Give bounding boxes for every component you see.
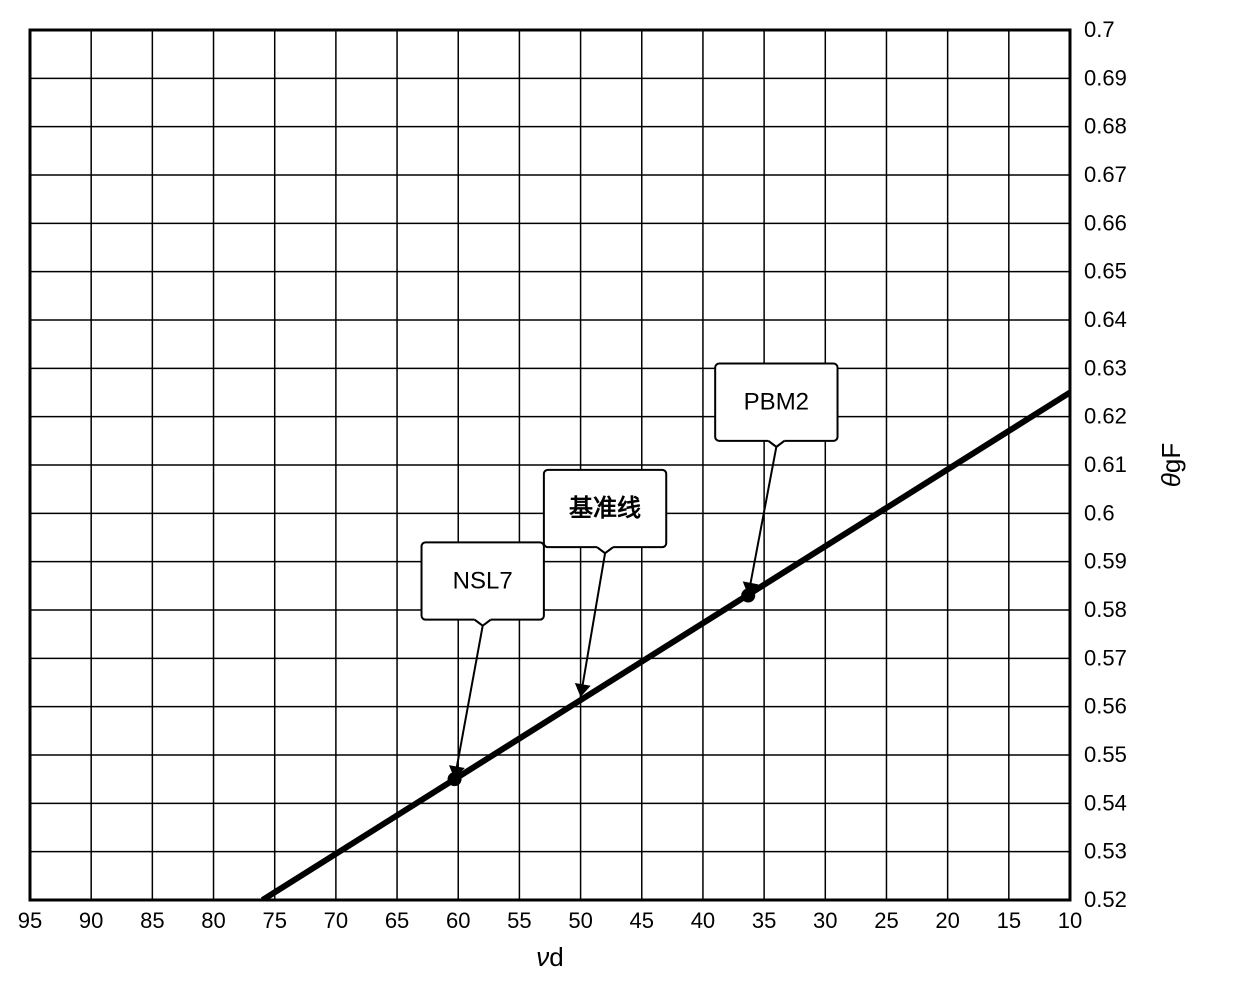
x-tick-label: 90 <box>79 908 103 933</box>
y-tick-label: 0.57 <box>1084 645 1127 670</box>
x-tick-label: 20 <box>935 908 959 933</box>
x-tick-label: 50 <box>568 908 592 933</box>
x-tick-label: 25 <box>874 908 898 933</box>
x-tick-label: 15 <box>997 908 1021 933</box>
x-tick-label: 95 <box>18 908 42 933</box>
y-tick-label: 0.52 <box>1084 887 1127 912</box>
x-tick-label: 10 <box>1058 908 1082 933</box>
x-tick-label: 70 <box>324 908 348 933</box>
y-tick-label: 0.68 <box>1084 114 1127 139</box>
glass-dispersion-chart: NSL7 基准线 PBM2 95 90 85 80 75 70 65 60 55 50 45 40 35 30 2… <box>0 0 1240 1006</box>
x-axis-title: νd <box>536 942 563 972</box>
y-tick-label: 0.66 <box>1084 210 1127 235</box>
callout-label: NSL7 <box>453 567 513 594</box>
x-tick-label: 85 <box>140 908 164 933</box>
y-tick-label: 0.63 <box>1084 355 1127 380</box>
x-tick-label: 45 <box>630 908 654 933</box>
y-tick-label: 0.62 <box>1084 404 1127 429</box>
y-tick-label: 0.56 <box>1084 694 1127 719</box>
callout-label: PBM2 <box>744 389 809 416</box>
x-tick-label: 60 <box>446 908 470 933</box>
y-axis-title: θgF <box>1156 443 1186 487</box>
y-tick-label: 0.58 <box>1084 597 1127 622</box>
x-tick-label: 75 <box>262 908 286 933</box>
y-tick-label: 0.64 <box>1084 307 1127 332</box>
chart-container: NSL7 基准线 PBM2 95 90 85 80 75 70 65 60 55 50 45 40 35 30 2… <box>0 0 1240 1006</box>
x-tick-label: 65 <box>385 908 409 933</box>
y-tick-label: 0.54 <box>1084 790 1127 815</box>
x-tick-label: 35 <box>752 908 776 933</box>
x-tick-label: 40 <box>691 908 715 933</box>
y-tick-label: 0.7 <box>1084 17 1115 42</box>
y-tick-label: 0.59 <box>1084 549 1127 574</box>
x-tick-label: 80 <box>201 908 225 933</box>
y-tick-label: 0.69 <box>1084 65 1127 90</box>
y-tick-label: 0.55 <box>1084 742 1127 767</box>
x-tick-label: 55 <box>507 908 531 933</box>
y-tick-label: 0.61 <box>1084 452 1127 477</box>
x-tick-label: 30 <box>813 908 837 933</box>
y-tick-label: 0.6 <box>1084 500 1115 525</box>
y-tick-label: 0.67 <box>1084 162 1127 187</box>
callout-label: 基准线 <box>569 495 641 522</box>
y-tick-label: 0.53 <box>1084 839 1127 864</box>
y-tick-label: 0.65 <box>1084 259 1127 284</box>
